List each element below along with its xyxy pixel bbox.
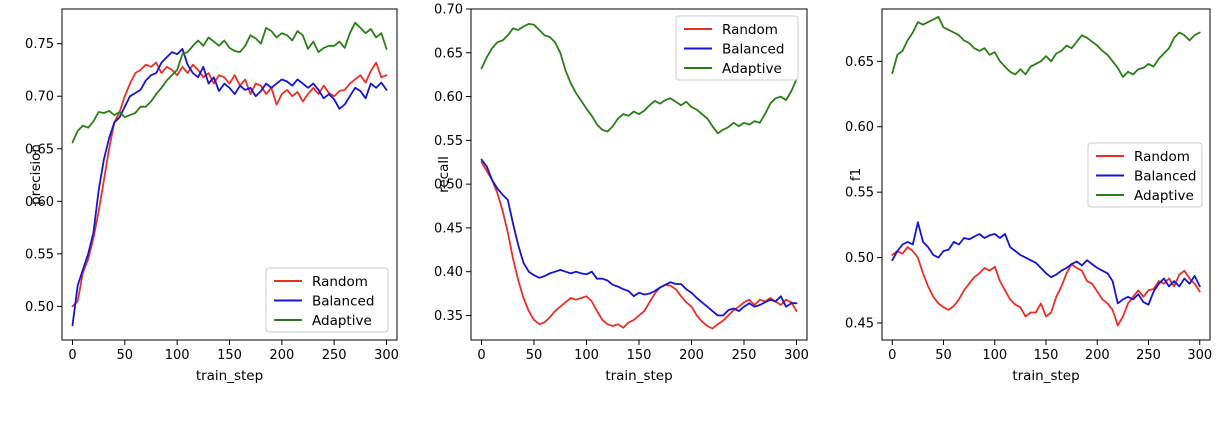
y-tick-label: 0.40 (434, 265, 463, 280)
x-tick-label: 100 (165, 348, 190, 363)
y-axis-label: recall (436, 156, 452, 193)
x-tick-label: 250 (1136, 348, 1161, 363)
y-tick-label: 0.65 (434, 46, 463, 61)
x-tick-label: 200 (679, 348, 704, 363)
x-tick-label: 300 (1187, 348, 1212, 363)
x-tick-label: 150 (217, 348, 242, 363)
x-tick-label: 300 (374, 348, 399, 363)
legend-label-adaptive: Adaptive (312, 313, 372, 329)
x-axis-label: train_step (196, 368, 263, 384)
y-tick-label: 0.70 (25, 90, 54, 105)
x-tick-label: 300 (784, 348, 809, 363)
series-line-balanced (891, 221, 1201, 306)
x-tick-label: 100 (574, 348, 599, 363)
legend: Random Balanced Adaptive (265, 267, 389, 333)
y-tick-label: 0.55 (434, 134, 463, 149)
x-axis-label: train_step (1012, 368, 1079, 384)
x-tick-label: 50 (526, 348, 543, 363)
series-line-balanced (71, 48, 388, 327)
y-tick-label: 0.35 (434, 309, 463, 324)
legend-label-adaptive: Adaptive (1134, 188, 1194, 204)
x-tick-label: 200 (1085, 348, 1110, 363)
chart-panel-3: 0 50 100 150 200 250 300 0.45 0.50 0.55 0.60 0.65 tr… (845, 8, 1212, 384)
legend-label-balanced: Balanced (1134, 169, 1196, 185)
series-line-random (891, 246, 1201, 327)
x-tick-label: 200 (269, 348, 294, 363)
y-tick-label: 0.75 (25, 37, 54, 52)
x-tick-label: 250 (322, 348, 347, 363)
legend: Random Balanced Adaptive (675, 15, 799, 81)
y-tick-label: 0.70 (434, 3, 463, 18)
series-line-adaptive (71, 21, 388, 144)
legend-label-adaptive: Adaptive (722, 61, 782, 77)
x-tick-label: 150 (627, 348, 652, 363)
x-tick-label: 0 (477, 348, 485, 363)
chart-panel-1: 0 50 100 150 200 250 300 0.50 0.55 0.60 0.65 0.70 0.… (25, 8, 399, 384)
y-tick-label: 0.50 (845, 251, 874, 266)
y-tick-label: 0.60 (434, 90, 463, 105)
legend-box (675, 15, 799, 81)
x-tick-label: 150 (1034, 348, 1059, 363)
series-line-adaptive (480, 22, 798, 135)
legend-label-random: Random (722, 22, 778, 38)
x-tick-label: 50 (935, 348, 952, 363)
legend: Random Balanced Adaptive (1087, 142, 1203, 208)
x-tick-label: 0 (68, 348, 76, 363)
y-tick-label: 0.55 (25, 247, 54, 262)
y-tick-label: 0.60 (25, 195, 54, 210)
x-tick-label: 250 (732, 348, 757, 363)
legend-box (1087, 142, 1203, 208)
series-line-balanced (480, 158, 798, 317)
series-line-random (71, 61, 388, 308)
y-tick-label: 0.50 (434, 178, 463, 193)
legend-box (265, 267, 389, 333)
series-line-adaptive (891, 15, 1201, 78)
x-tick-label: 50 (117, 348, 134, 363)
legend-label-balanced: Balanced (312, 294, 374, 310)
y-axis-label: f1 (848, 168, 864, 181)
y-axis-label: precision (28, 144, 44, 205)
legend-label-random: Random (312, 274, 368, 290)
y-tick-label: 0.65 (25, 142, 54, 157)
y-tick-label: 0.60 (845, 120, 874, 135)
y-tick-label: 0.45 (845, 316, 874, 331)
y-tick-label: 0.55 (845, 186, 874, 201)
y-tick-label: 0.45 (434, 221, 463, 236)
x-axis-label: train_step (605, 368, 672, 384)
x-tick-label: 100 (982, 348, 1007, 363)
legend-label-random: Random (1134, 149, 1190, 165)
series-line-random (480, 161, 798, 330)
legend-label-balanced: Balanced (722, 42, 784, 58)
y-tick-label: 0.65 (845, 55, 874, 70)
x-tick-label: 0 (888, 348, 896, 363)
y-tick-label: 0.50 (25, 300, 54, 315)
chart-panel-2: 0 50 100 150 200 250 300 0.35 0.40 0.45 0.50 0.55 0.… (434, 3, 809, 385)
